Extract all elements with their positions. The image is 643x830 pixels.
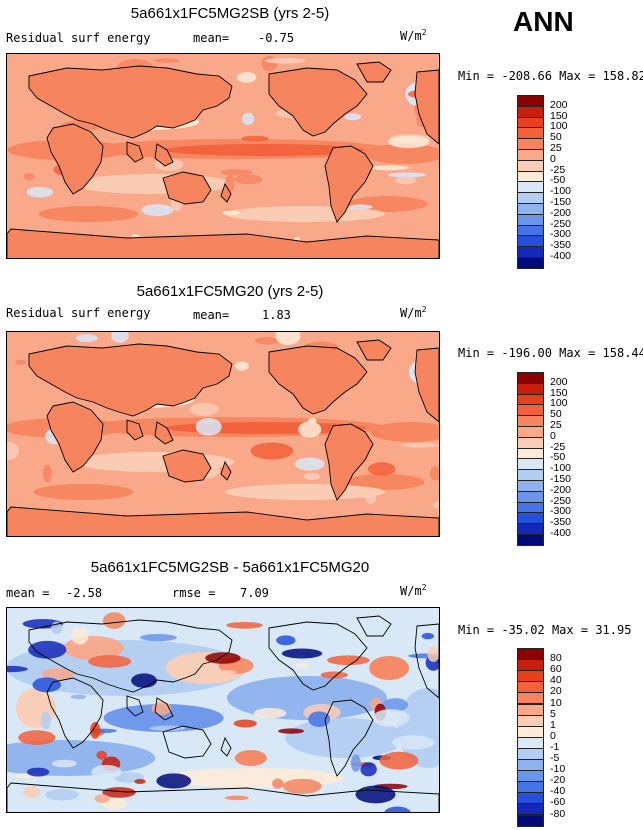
- panel3-map: [6, 607, 440, 813]
- colorbar-tick-label: 0: [550, 429, 556, 442]
- panel2-variable: Residual surf energy: [6, 306, 151, 320]
- colorbar-tick-label: -100: [550, 185, 572, 198]
- colorbar-tick-label: -150: [550, 196, 572, 208]
- colorbar-tick-label: -20: [550, 774, 566, 787]
- panel2-mean-label: mean=: [193, 308, 230, 322]
- colorbar-tick-label: 0: [550, 152, 556, 165]
- colorbar-tick-label: -50: [550, 451, 566, 464]
- panel3-rmse-value: 7.09: [240, 586, 269, 600]
- panel3-rmse-label: rmse =: [172, 586, 216, 600]
- colorbar-tick-label: 100: [550, 120, 568, 133]
- colorbar-cell: [517, 814, 544, 827]
- panel3-mean-value: -2.58: [66, 586, 103, 600]
- panel1-units: W/m2: [400, 28, 427, 43]
- colorbar-tick-label: 25: [550, 142, 562, 154]
- colorbar-tick-label: 50: [550, 131, 562, 144]
- colorbar-tick-label: 50: [550, 408, 562, 421]
- colorbar-cell: [517, 534, 544, 546]
- panel3-units: W/m2: [400, 583, 427, 598]
- colorbar-tick-label: -1: [550, 740, 560, 753]
- panel3-mean-label: mean =: [6, 586, 50, 600]
- colorbar-tick-label: -200: [550, 206, 572, 219]
- colorbar-tick-label: -350: [550, 516, 572, 529]
- colorbar-tick-label: -350: [550, 239, 572, 252]
- colorbar-tick-label: 1: [550, 718, 556, 731]
- panel2-title: 5a661x1FC5MG20 (yrs 2-5): [136, 283, 324, 300]
- colorbar-tick-label: -400: [550, 527, 572, 539]
- colorbar-tick-label: -200: [550, 483, 572, 496]
- panel1-mean-value: -0.75: [258, 31, 295, 45]
- panel1-colorbar: 200 150 100 50 25 0 -25 -50 -100 -150 -200 -250 -300…: [517, 95, 571, 269]
- panel2-minmax: Min = -196.00 Max = 158.44: [458, 346, 643, 360]
- colorbar-tick-label: -60: [550, 796, 566, 809]
- colorbar-tick-label: 100: [550, 397, 568, 410]
- panel1-mean-label: mean=: [193, 31, 230, 45]
- colorbar-tick-label: -300: [550, 228, 572, 241]
- colorbar-tick-label: 200: [550, 98, 568, 111]
- colorbar-tick-label: -50: [550, 174, 566, 187]
- colorbar-tick-label: -25: [550, 440, 566, 453]
- colorbar-tick-label: 5: [550, 707, 556, 720]
- colorbar-tick-label: 200: [550, 375, 568, 388]
- colorbar-tick-label: 150: [550, 109, 568, 122]
- panel2-units: W/m2: [400, 305, 427, 320]
- colorbar-tick-label: 20: [550, 685, 562, 698]
- panel1-title: 5a661x1FC5MG2SB (yrs 2-5): [130, 5, 330, 22]
- colorbar-tick-label: -25: [550, 163, 566, 176]
- colorbar-tick-label: -400: [550, 250, 572, 262]
- colorbar-tick-label: 40: [550, 674, 562, 687]
- colorbar-tick-label: -80: [550, 807, 566, 820]
- panel2-colorbar: 200 150 100 50 25 0 -25 -50 -100 -150 -200 -250 -300…: [517, 372, 571, 546]
- colorbar-tick-label: -100: [550, 462, 572, 475]
- colorbar-tick-label: -300: [550, 505, 572, 518]
- colorbar-tick-label: 0: [550, 729, 556, 742]
- colorbar-tick-label: 25: [550, 419, 562, 431]
- colorbar-tick-label: 80: [550, 652, 562, 665]
- colorbar-tick-label: 60: [550, 663, 562, 676]
- colorbar-cell: [517, 257, 544, 269]
- colorbar-tick-label: -250: [550, 494, 572, 507]
- season-label: ANN: [513, 6, 574, 37]
- panel3-colorbar: 80 60 40 20 10 5 1 0 -1 -5 -10 -20 -40 -60 -80: [517, 648, 565, 827]
- panel1-map: [6, 53, 440, 259]
- panel2-map: [6, 331, 440, 537]
- panel1-minmax: Min = -208.66 Max = 158.82: [458, 69, 643, 83]
- colorbar-tick-label: -40: [550, 785, 566, 798]
- colorbar-tick-label: 150: [550, 386, 568, 399]
- panel3-minmax: Min = -35.02 Max = 31.95: [458, 623, 632, 637]
- colorbar-tick-label: -150: [550, 473, 572, 485]
- panel1-variable: Residual surf energy: [6, 31, 151, 45]
- colorbar-tick-label: -250: [550, 217, 572, 230]
- colorbar-tick-label: 10: [550, 696, 562, 709]
- colorbar-tick-label: -5: [550, 752, 560, 764]
- colorbar-tick-label: -10: [550, 763, 566, 776]
- panel3-title: 5a661x1FC5MG2SB - 5a661x1FC5MG20: [90, 559, 370, 576]
- panel2-mean-value: 1.83: [262, 308, 291, 322]
